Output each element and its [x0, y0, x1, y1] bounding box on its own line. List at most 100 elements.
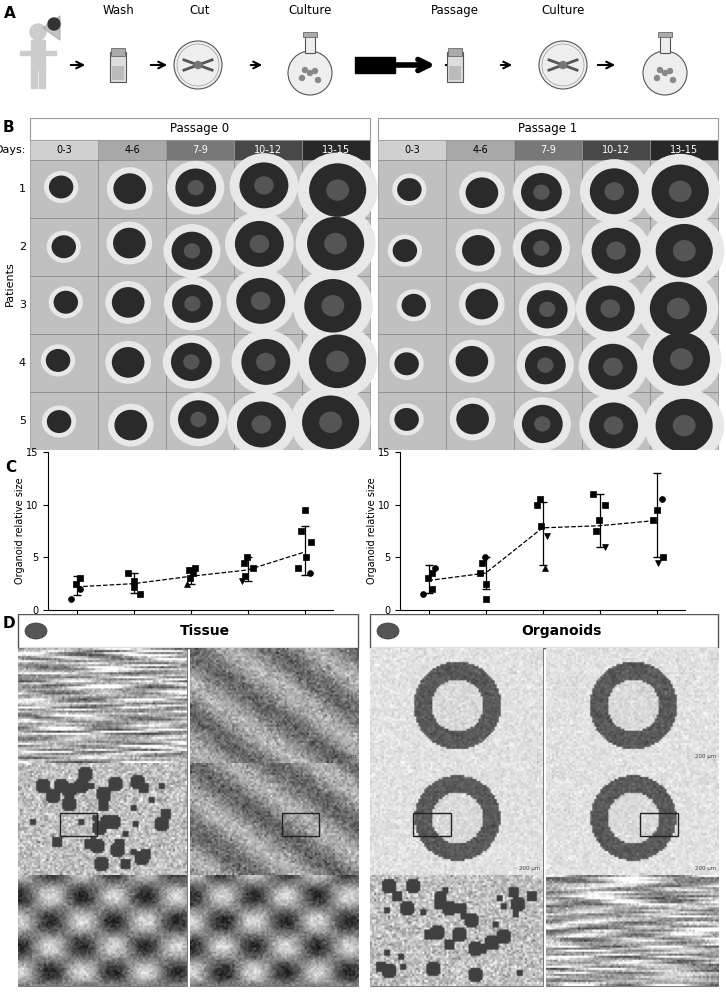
Bar — [60, 813, 97, 836]
Ellipse shape — [298, 153, 378, 228]
Bar — [650, 140, 718, 160]
Text: Passage: Passage — [431, 4, 479, 17]
Ellipse shape — [112, 287, 144, 318]
Text: 2: 2 — [19, 242, 26, 252]
Text: B: B — [3, 120, 15, 135]
Bar — [30, 160, 98, 218]
Point — [535, 518, 547, 534]
Point — [587, 486, 599, 502]
Ellipse shape — [235, 221, 284, 267]
Bar — [282, 813, 319, 836]
Point — [239, 568, 250, 584]
Bar — [98, 140, 166, 160]
Ellipse shape — [107, 167, 152, 210]
Bar — [545, 763, 718, 875]
Point — [651, 502, 663, 518]
Ellipse shape — [539, 302, 555, 317]
Circle shape — [663, 70, 667, 76]
Point — [238, 555, 250, 571]
Bar — [98, 276, 166, 334]
Ellipse shape — [652, 165, 709, 218]
Ellipse shape — [49, 286, 83, 318]
Bar — [31, 40, 45, 70]
Point — [429, 560, 441, 576]
Text: 10-12: 10-12 — [254, 145, 282, 155]
Bar — [447, 52, 463, 82]
Bar — [582, 218, 650, 276]
Ellipse shape — [533, 241, 550, 256]
Text: 200 μm: 200 μm — [519, 866, 540, 871]
Ellipse shape — [455, 229, 501, 272]
Bar — [446, 276, 514, 334]
Bar — [166, 334, 234, 392]
Circle shape — [655, 76, 659, 81]
Bar — [370, 763, 542, 875]
Point — [647, 512, 658, 528]
Ellipse shape — [638, 271, 718, 346]
Bar — [234, 276, 302, 334]
Bar — [355, 57, 395, 73]
Ellipse shape — [105, 341, 151, 384]
Ellipse shape — [673, 240, 696, 261]
Text: 4: 4 — [19, 358, 26, 368]
Bar — [234, 334, 302, 392]
Point — [657, 549, 669, 565]
Bar — [18, 614, 358, 648]
Bar — [650, 160, 718, 218]
Text: 4-6: 4-6 — [472, 145, 488, 155]
Bar — [302, 218, 370, 276]
Ellipse shape — [236, 278, 285, 324]
Ellipse shape — [669, 181, 692, 202]
Text: Passage 0: Passage 0 — [171, 122, 229, 135]
X-axis label: Time points: Time points — [158, 635, 223, 645]
Circle shape — [195, 62, 202, 68]
Bar — [234, 160, 302, 218]
Bar — [302, 392, 370, 450]
Y-axis label: Organoid relative size: Organoid relative size — [15, 478, 25, 584]
Circle shape — [643, 51, 687, 95]
Ellipse shape — [252, 415, 272, 434]
Point — [422, 570, 433, 586]
Ellipse shape — [653, 332, 710, 386]
Ellipse shape — [46, 231, 81, 263]
Ellipse shape — [642, 322, 722, 397]
Ellipse shape — [534, 416, 550, 432]
Bar — [582, 140, 650, 160]
Bar — [650, 334, 718, 392]
Ellipse shape — [227, 392, 295, 457]
Ellipse shape — [293, 268, 373, 343]
Bar — [18, 763, 187, 875]
Ellipse shape — [377, 623, 399, 639]
Circle shape — [48, 18, 60, 30]
Ellipse shape — [673, 415, 696, 436]
Ellipse shape — [105, 281, 151, 324]
Bar — [39, 68, 45, 88]
Bar — [660, 35, 670, 53]
Bar — [303, 32, 317, 37]
Bar — [658, 32, 672, 37]
Text: C: C — [5, 460, 16, 475]
Point — [189, 560, 200, 576]
Ellipse shape — [41, 344, 76, 377]
Ellipse shape — [604, 416, 624, 435]
Text: 4-6: 4-6 — [124, 145, 140, 155]
Bar — [18, 875, 187, 986]
Ellipse shape — [579, 335, 647, 399]
Ellipse shape — [170, 393, 227, 446]
Bar — [545, 648, 718, 763]
Ellipse shape — [459, 171, 505, 214]
Point — [70, 576, 81, 592]
Bar — [514, 392, 582, 450]
Bar — [30, 334, 98, 392]
Circle shape — [560, 62, 566, 68]
Ellipse shape — [171, 232, 212, 270]
Bar — [582, 160, 650, 218]
Ellipse shape — [167, 161, 224, 214]
Bar — [189, 875, 358, 986]
Bar — [448, 48, 462, 56]
Bar — [514, 140, 582, 160]
Ellipse shape — [325, 233, 347, 254]
Ellipse shape — [107, 222, 152, 264]
Ellipse shape — [163, 335, 220, 389]
Point — [652, 555, 664, 571]
